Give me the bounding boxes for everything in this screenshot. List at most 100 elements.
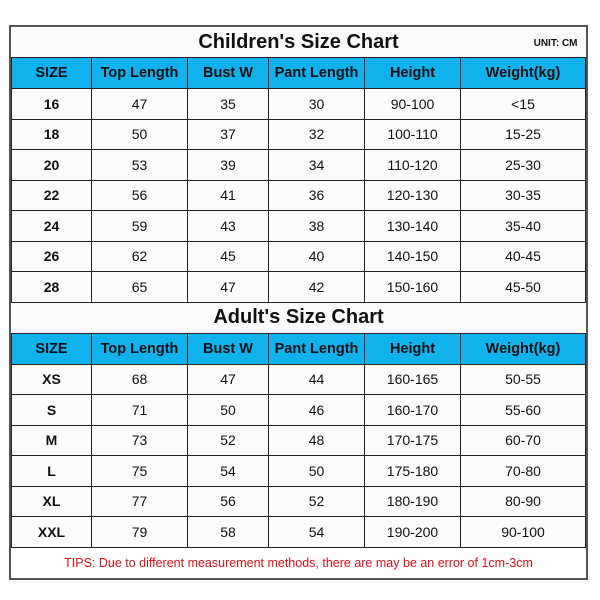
table-cell: 47 <box>187 271 269 303</box>
adult-header-row: SIZE Top Length Bust W Pant Length Height Wei… <box>11 332 586 365</box>
table-cell: 73 <box>91 424 188 456</box>
table-cell: 35 <box>187 88 269 120</box>
size-table: Children's Size Chart UNIT: CM SIZE Top Len… <box>11 27 586 578</box>
table-cell: 90-100 <box>460 516 586 548</box>
size-cell: S <box>11 394 92 426</box>
table-cell: 35-40 <box>460 210 586 242</box>
size-cell: 16 <box>11 88 92 120</box>
table-cell: 100-110 <box>364 118 461 150</box>
column-header: Height <box>364 57 461 89</box>
table-cell: 15-25 <box>460 118 586 150</box>
size-cell: 24 <box>11 210 92 242</box>
adult-chart-title-text: Adult's Size Chart <box>213 306 384 328</box>
table-row: 16 47 35 30 90-100 <15 <box>11 88 586 120</box>
size-cell: XXL <box>11 516 92 548</box>
table-cell: 175-180 <box>364 455 461 487</box>
table-cell: 150-160 <box>364 271 461 303</box>
table-cell: 190-200 <box>364 516 461 548</box>
table-cell: 44 <box>268 363 365 395</box>
table-cell: 37 <box>187 118 269 150</box>
table-cell: 50 <box>187 394 269 426</box>
table-cell: 34 <box>268 149 365 181</box>
size-cell: 22 <box>11 179 92 211</box>
size-cell: 28 <box>11 271 92 303</box>
children-chart-title-text: Children's Size Chart <box>198 30 399 53</box>
table-row: XXL 79 58 54 190-200 90-100 <box>11 516 586 548</box>
table-cell: 52 <box>268 485 365 517</box>
children-chart-title: Children's Size Chart UNIT: CM <box>11 27 586 58</box>
column-header: SIZE <box>11 57 92 89</box>
tips-row: TIPS: Due to different measurement metho… <box>11 547 586 578</box>
table-row: XL 77 56 52 180-190 80-90 <box>11 485 586 517</box>
table-cell: 77 <box>91 485 188 517</box>
table-row: 24 59 43 38 130-140 35-40 <box>11 210 586 242</box>
children-title-row: Children's Size Chart UNIT: CM <box>11 27 586 58</box>
table-cell: 160-165 <box>364 363 461 395</box>
table-cell: 80-90 <box>460 485 586 517</box>
size-cell: 20 <box>11 149 92 181</box>
table-row: 28 65 47 42 150-160 45-50 <box>11 271 586 303</box>
table-cell: 56 <box>91 179 188 211</box>
table-row: 22 56 41 36 120-130 30-35 <box>11 179 586 211</box>
table-row: XS 68 47 44 160-165 50-55 <box>11 363 586 395</box>
table-cell: 30-35 <box>460 179 586 211</box>
column-header: Weight(kg) <box>460 57 586 89</box>
table-cell: 53 <box>91 149 188 181</box>
table-cell: 47 <box>187 363 269 395</box>
table-cell: 62 <box>91 240 188 272</box>
column-header: Top Length <box>91 57 188 89</box>
adult-chart-title: Adult's Size Chart <box>11 302 586 334</box>
table-cell: 140-150 <box>364 240 461 272</box>
table-row: 26 62 45 40 140-150 40-45 <box>11 240 586 272</box>
table-cell: 52 <box>187 424 269 456</box>
table-cell: 32 <box>268 118 365 150</box>
table-cell: 160-170 <box>364 394 461 426</box>
table-cell: 50-55 <box>460 363 586 395</box>
table-cell: 42 <box>268 271 365 303</box>
size-cell: L <box>11 455 92 487</box>
size-cell: XL <box>11 485 92 517</box>
column-header: SIZE <box>11 332 92 365</box>
tips-text: TIPS: Due to different measurement metho… <box>11 547 586 578</box>
column-header: Pant Length <box>268 57 365 89</box>
size-cell: XS <box>11 363 92 395</box>
table-cell: 48 <box>268 424 365 456</box>
table-cell: 40 <box>268 240 365 272</box>
table-cell: 39 <box>187 149 269 181</box>
table-cell: 65 <box>91 271 188 303</box>
table-row: L 75 54 50 175-180 70-80 <box>11 455 586 487</box>
table-cell: 50 <box>268 455 365 487</box>
table-cell: 25-30 <box>460 149 586 181</box>
column-header: Pant Length <box>268 332 365 365</box>
table-cell: 180-190 <box>364 485 461 517</box>
table-cell: 54 <box>187 455 269 487</box>
size-cell: M <box>11 424 92 456</box>
table-cell: 30 <box>268 88 365 120</box>
column-header: Top Length <box>91 332 188 365</box>
table-row: 20 53 39 34 110-120 25-30 <box>11 149 586 181</box>
table-cell: 50 <box>91 118 188 150</box>
table-cell: 54 <box>268 516 365 548</box>
table-row: 18 50 37 32 100-110 15-25 <box>11 118 586 150</box>
table-cell: 60-70 <box>460 424 586 456</box>
table-cell: 41 <box>187 179 269 211</box>
table-cell: 59 <box>91 210 188 242</box>
children-header-row: SIZE Top Length Bust W Pant Length Height Wei… <box>11 57 586 89</box>
table-cell: 38 <box>268 210 365 242</box>
table-cell: 68 <box>91 363 188 395</box>
column-header: Weight(kg) <box>460 332 586 365</box>
table-cell: 120-130 <box>364 179 461 211</box>
table-cell: 71 <box>91 394 188 426</box>
table-row: M 73 52 48 170-175 60-70 <box>11 424 586 456</box>
size-cell: 26 <box>11 240 92 272</box>
column-header: Bust W <box>187 57 269 89</box>
table-cell: 56 <box>187 485 269 517</box>
table-cell: 46 <box>268 394 365 426</box>
table-cell: 170-175 <box>364 424 461 456</box>
table-cell: 55-60 <box>460 394 586 426</box>
table-cell: 45 <box>187 240 269 272</box>
size-chart: Children's Size Chart UNIT: CM SIZE Top Len… <box>9 25 588 580</box>
table-cell: <15 <box>460 88 586 120</box>
table-cell: 79 <box>91 516 188 548</box>
table-cell: 36 <box>268 179 365 211</box>
